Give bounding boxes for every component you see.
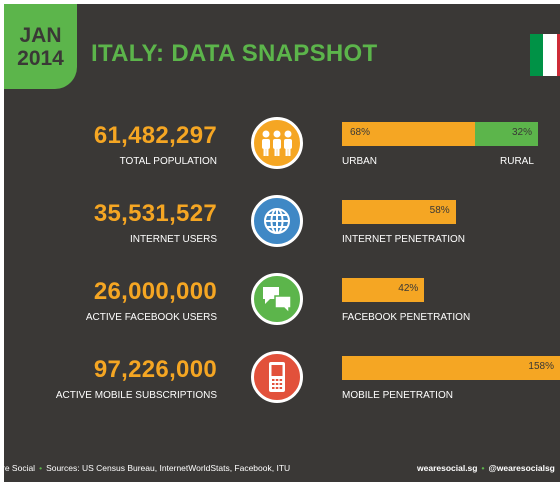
internet-penetration-value: 58%	[429, 205, 450, 216]
mobile-subscriptions-label: ACTIVE MOBILE SUBSCRIPTIONS	[55, 390, 217, 401]
globe-icon	[251, 195, 303, 247]
mobile-bar: 158%	[342, 356, 560, 380]
urban-label: URBAN	[342, 156, 378, 167]
footer: re Social • Sources: US Census Bureau, Int…	[4, 463, 555, 473]
date-badge: JAN 2014	[4, 4, 77, 89]
internet-users-label: INTERNET USERS	[129, 234, 217, 245]
facebook-users-label: ACTIVE FACEBOOK USERS	[85, 312, 217, 323]
badge-year: 2014	[17, 46, 64, 70]
urban-value: 68%	[350, 127, 371, 138]
footer-brand: re Social	[4, 463, 36, 473]
mobile-phone-icon	[251, 351, 303, 403]
population-row: 61,482,297 TOTAL POPULATION 68% 32% URBA…	[4, 117, 560, 188]
rural-bar: 32%	[475, 122, 538, 146]
urban-rural-bar: 68% 32%	[342, 122, 538, 146]
urban-bar: 68%	[342, 122, 476, 146]
facebook-penetration-value: 42%	[398, 283, 419, 294]
facebook-row: 26,000,000 ACTIVE FACEBOOK USERS 42% FAC…	[4, 273, 560, 344]
footer-sources: Sources: US Census Bureau, InternetWorld…	[46, 463, 291, 473]
mobile-penetration-value: 158%	[528, 361, 554, 372]
rural-label: RURAL	[500, 156, 534, 167]
facebook-users-number: 26,000,000	[93, 278, 217, 305]
mobile-penetration-label: MOBILE PENETRATION	[342, 390, 453, 401]
page-title: ITALY: DATA SNAPSHOT	[91, 40, 378, 67]
rural-value: 32%	[511, 127, 532, 138]
mobile-penetration-bar: 158%	[342, 356, 560, 380]
footer-site: wearesocial.sg	[417, 463, 478, 473]
facebook-penetration-label: FACEBOOK PENETRATION	[342, 312, 471, 323]
internet-users-number: 35,531,527	[93, 200, 217, 227]
snapshot-slide: JAN 2014 ITALY: DATA SNAPSHOT 61,482,297…	[4, 4, 560, 482]
internet-bar: 58%	[342, 200, 456, 224]
mobile-row: 97,226,000 ACTIVE MOBILE SUBSCRIPTIONS 1…	[4, 351, 560, 422]
footer-handle: @wearesocialsg	[488, 463, 555, 473]
internet-row: 35,531,527 INTERNET USERS 58% INTERNET P…	[4, 195, 560, 266]
population-label: TOTAL POPULATION	[119, 156, 217, 167]
facebook-bar: 42%	[342, 278, 425, 302]
italy-flag-icon	[530, 34, 560, 76]
badge-month: JAN	[19, 23, 62, 47]
internet-penetration-label: INTERNET PENETRATION	[342, 234, 465, 245]
facebook-penetration-bar: 42%	[342, 278, 425, 302]
mobile-subscriptions-number: 97,226,000	[93, 356, 217, 383]
internet-penetration-bar: 58%	[342, 200, 456, 224]
people-icon	[251, 117, 303, 169]
population-number: 61,482,297	[93, 122, 217, 149]
chat-bubbles-icon	[251, 273, 303, 325]
